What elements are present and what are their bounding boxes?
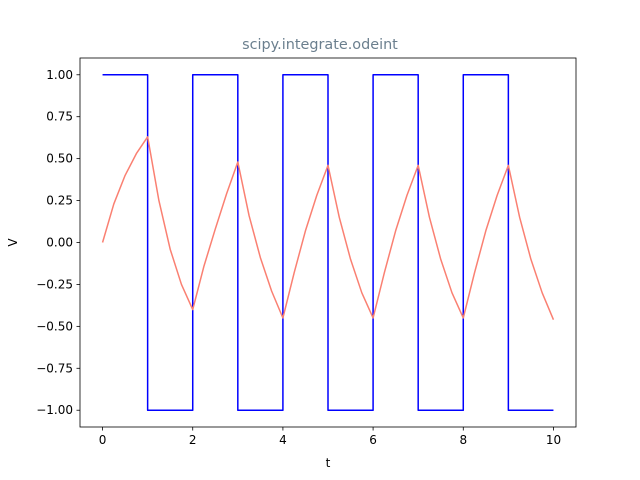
x-tick-label: 8: [459, 433, 467, 447]
x-tick-label: 4: [279, 433, 287, 447]
x-tick-label: 10: [546, 433, 561, 447]
y-tick-label: 1.00: [46, 68, 73, 82]
y-tick-label: 0.50: [46, 152, 73, 166]
x-axis-ticks: 0 2 4 6 8 10: [99, 427, 561, 447]
x-axis-label: t: [326, 456, 331, 470]
y-tick-label: 0.75: [46, 110, 73, 124]
response-line: [101, 136, 555, 320]
y-tick-label: 0.25: [46, 194, 73, 208]
plot-area: 0 2 4 6 8 10 −1.00 −0.75 −0.50 −0.25 0.00 0.25 0.50…: [36, 57, 577, 447]
square-wave-line: [102, 74, 554, 411]
chart-title: scipy.integrate.odeint: [242, 37, 398, 53]
y-tick-label: −0.25: [36, 277, 73, 291]
y-tick-label: −1.00: [36, 403, 73, 417]
y-axis-label: V: [6, 238, 20, 247]
x-tick-label: 6: [369, 433, 377, 447]
x-tick-label: 0: [99, 433, 107, 447]
y-tick-label: −0.75: [36, 361, 73, 375]
x-tick-label: 2: [189, 433, 197, 447]
y-tick-label: −0.50: [36, 319, 73, 333]
series-layer: [101, 74, 555, 411]
y-axis-ticks: −1.00 −0.75 −0.50 −0.25 0.00 0.25 0.50 0.75 1.00: [36, 68, 80, 417]
y-tick-label: 0.00: [46, 236, 73, 250]
